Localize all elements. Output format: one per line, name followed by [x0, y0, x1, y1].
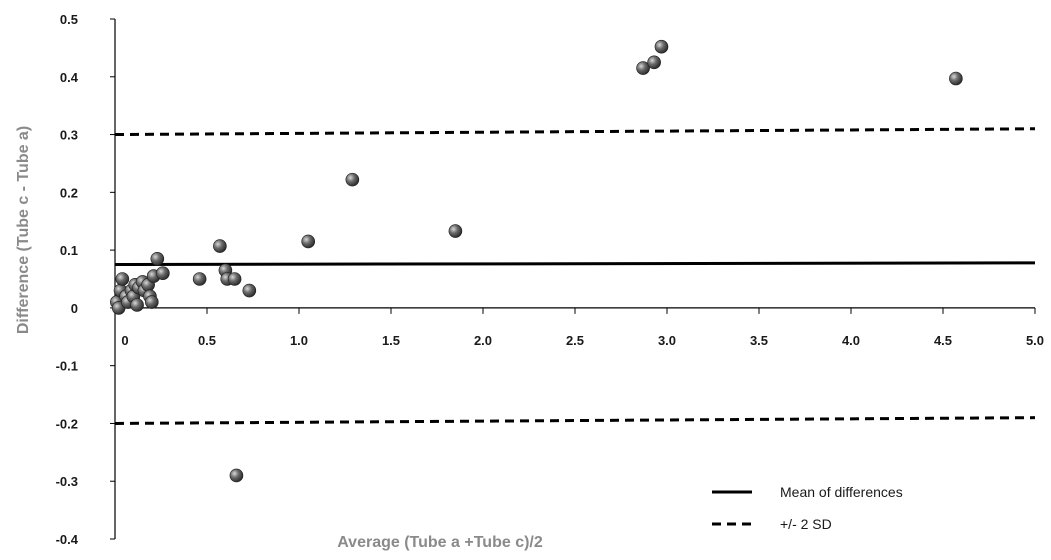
y-axis-title: Difference (Tube c - Tube a): [15, 126, 32, 334]
data-point: [213, 239, 227, 253]
data-point: [227, 272, 242, 286]
data-point: [150, 251, 165, 266]
x-tick-label: 0: [121, 333, 128, 348]
data-point: [647, 55, 661, 70]
x-tick-label: 2.0: [474, 333, 492, 348]
x-tick-label: 4.5: [934, 333, 952, 348]
x-tick-label: 1.0: [290, 333, 308, 348]
x-axis-title: Average (Tube a +Tube c)/2: [337, 534, 543, 551]
data-point: [130, 298, 144, 312]
data-point: [345, 172, 360, 187]
sd-limit-line: [114, 127, 1036, 137]
mean-difference-line: [114, 261, 1036, 267]
y-tick-label: 0.5: [60, 12, 78, 27]
y-tick-label: 0.1: [60, 243, 78, 258]
reference-lines: [114, 127, 1036, 425]
y-tick-label: 0.3: [60, 128, 78, 143]
x-tick-label: 1.5: [382, 333, 400, 348]
data-point: [949, 71, 963, 86]
x-tick-label: 3.5: [750, 333, 768, 348]
legend: Mean of differences +/- 2 SD: [712, 484, 903, 532]
data-point: [156, 266, 170, 281]
sd-limit-line: [114, 416, 1036, 425]
y-tick-label: 0.2: [60, 185, 78, 200]
data-point: [145, 295, 159, 309]
x-tick-label: 4.0: [842, 333, 860, 348]
y-tick-label: 0.4: [60, 70, 79, 85]
x-ticks: 0 0.5 1.0 1.5 2.0 2.5 3.0 3.5 4.0 4.5 5.0: [114, 307, 1044, 348]
x-tick-label: 2.5: [566, 333, 584, 348]
data-point: [448, 224, 463, 238]
data-point: [229, 468, 244, 483]
y-tick-label: -0.3: [56, 474, 78, 489]
data-point: [192, 272, 207, 286]
data-point: [636, 61, 650, 75]
x-tick-label: 3.0: [658, 333, 676, 348]
data-point: [242, 283, 257, 298]
data-point: [654, 39, 669, 54]
y-tick-label: -0.4: [56, 532, 79, 547]
legend-label-mean: Mean of differences: [780, 484, 903, 500]
data-points: [110, 39, 963, 483]
data-point: [301, 234, 316, 249]
data-point: [115, 272, 130, 286]
y-tick-label: -0.1: [56, 359, 78, 374]
x-tick-label: 5.0: [1026, 333, 1044, 348]
x-tick-label: 0.5: [198, 333, 216, 348]
y-ticks: 0.5 0.4 0.3 0.2 0.1 0 -0.1 -0.2 -0.3 -0.4: [56, 12, 115, 547]
y-tick-label: -0.2: [56, 416, 78, 431]
axes: [114, 19, 1035, 539]
y-tick-label: 0: [71, 301, 78, 316]
legend-label-sd: +/- 2 SD: [780, 516, 832, 532]
